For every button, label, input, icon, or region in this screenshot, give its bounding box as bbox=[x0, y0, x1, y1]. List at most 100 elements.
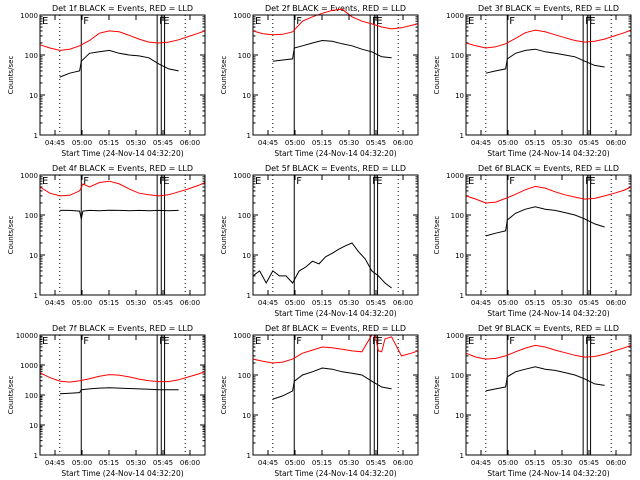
panel-title: Det 3f BLACK = Events, RED = LLD bbox=[478, 4, 619, 13]
x-tick-label: 05:30 bbox=[126, 139, 146, 147]
x-axis-label: Start Time (24-Nov-14 04:32:20) bbox=[274, 309, 396, 318]
x-tick-label: 05:00 bbox=[72, 459, 92, 467]
marker-label: F bbox=[509, 16, 515, 27]
y-tick-label: 1 bbox=[34, 452, 38, 460]
y-axis-label: Counts/sec bbox=[433, 216, 441, 255]
y-tick-label: 100 bbox=[238, 212, 251, 220]
marker-label: E bbox=[468, 336, 474, 347]
y-tick-label: 100 bbox=[451, 52, 464, 60]
y-tick-label: 10 bbox=[29, 92, 38, 100]
y-tick-label: 10 bbox=[242, 412, 251, 420]
x-axis-label: Start Time (24-Nov-14 04:32:20) bbox=[487, 469, 609, 478]
events-series bbox=[252, 242, 392, 289]
marker-label: E bbox=[163, 336, 169, 347]
marker-label: F bbox=[83, 176, 89, 187]
marker-label: F bbox=[585, 16, 591, 27]
x-tick-label: 04:45 bbox=[258, 459, 278, 467]
y-tick-label: 1 bbox=[460, 452, 464, 460]
x-tick-label: 05:15 bbox=[525, 139, 545, 147]
marker-label: E bbox=[42, 176, 48, 187]
y-tick-label: 100 bbox=[451, 372, 464, 380]
plot-frame bbox=[252, 334, 419, 456]
plot-frame bbox=[39, 14, 206, 136]
events-series bbox=[59, 387, 179, 395]
x-tick-label: 05:15 bbox=[312, 459, 332, 467]
panel-3: Det 3f BLACK = Events, RED = LLD Counts/s… bbox=[433, 4, 632, 158]
marker-label: E bbox=[589, 16, 595, 27]
x-tick-label: 04:45 bbox=[258, 299, 278, 307]
y-tick-label: 10 bbox=[455, 412, 464, 420]
plot-frame bbox=[39, 334, 206, 456]
x-tick-label: 04:45 bbox=[471, 139, 491, 147]
lld-series bbox=[465, 185, 632, 204]
y-tick-label: 100 bbox=[451, 212, 464, 220]
marker-label: F bbox=[372, 16, 378, 27]
x-tick-label: 05:15 bbox=[99, 459, 119, 467]
x-tick-label: 05:30 bbox=[552, 459, 572, 467]
y-axis-label: Counts/sec bbox=[433, 56, 441, 95]
x-tick-label: 06:00 bbox=[180, 299, 200, 307]
panel-title: Det 2f BLACK = Events, RED = LLD bbox=[265, 4, 406, 13]
marker-label: F bbox=[159, 336, 165, 347]
x-tick-label: 05:45 bbox=[579, 139, 599, 147]
y-tick-label: 10 bbox=[29, 252, 38, 260]
x-tick-label: 05:30 bbox=[126, 459, 146, 467]
marker-label: E bbox=[589, 176, 595, 187]
lld-series bbox=[39, 30, 206, 51]
marker-label: E bbox=[255, 176, 261, 187]
y-tick-label: 100 bbox=[25, 212, 38, 220]
x-tick-label: 04:45 bbox=[471, 299, 491, 307]
x-tick-label: 04:45 bbox=[258, 139, 278, 147]
panel-title: Det 7f BLACK = Events, RED = LLD bbox=[52, 324, 193, 333]
y-tick-label: 10 bbox=[29, 422, 38, 430]
x-tick-label: 05:45 bbox=[366, 459, 386, 467]
marker-label: F bbox=[159, 16, 165, 27]
events-series bbox=[485, 366, 605, 392]
x-tick-label: 05:00 bbox=[72, 139, 92, 147]
x-tick-label: 05:30 bbox=[339, 299, 359, 307]
marker-label: F bbox=[509, 336, 515, 347]
marker-label: E bbox=[376, 336, 382, 347]
x-tick-label: 05:00 bbox=[498, 139, 518, 147]
x-tick-label: 05:45 bbox=[366, 299, 386, 307]
marker-label: F bbox=[296, 16, 302, 27]
x-tick-label: 05:00 bbox=[285, 459, 305, 467]
x-tick-label: 05:00 bbox=[285, 139, 305, 147]
x-tick-label: 05:30 bbox=[552, 139, 572, 147]
x-tick-label: 04:45 bbox=[45, 139, 65, 147]
marker-label: E bbox=[468, 176, 474, 187]
lld-series bbox=[465, 344, 632, 360]
y-tick-label: 1000 bbox=[20, 172, 38, 180]
y-tick-label: 1000 bbox=[446, 332, 464, 340]
x-axis-label: Start Time (24-Nov-14 04:32:20) bbox=[61, 469, 183, 478]
x-tick-label: 06:00 bbox=[393, 299, 413, 307]
marker-label: E bbox=[42, 16, 48, 27]
panel-9: Det 9f BLACK = Events, RED = LLD Counts/s… bbox=[433, 324, 632, 478]
y-axis-label: Counts/sec bbox=[7, 56, 15, 95]
marker-label: F bbox=[83, 336, 89, 347]
x-tick-label: 05:00 bbox=[72, 299, 92, 307]
y-tick-label: 100 bbox=[25, 52, 38, 60]
lld-series bbox=[252, 334, 419, 364]
events-series bbox=[485, 48, 605, 74]
marker-label: F bbox=[585, 176, 591, 187]
x-tick-label: 04:45 bbox=[45, 459, 65, 467]
y-tick-label: 10 bbox=[455, 92, 464, 100]
y-tick-label: 100 bbox=[238, 52, 251, 60]
y-tick-label: 1000 bbox=[446, 12, 464, 20]
x-axis-label: Start Time (24-Nov-14 04:32:20) bbox=[274, 149, 396, 158]
y-axis-label: Counts/sec bbox=[7, 216, 15, 255]
y-axis-label: Counts/sec bbox=[433, 376, 441, 415]
y-tick-label: 1000 bbox=[233, 172, 251, 180]
panel-4: Det 4f BLACK = Events, RED = LLD Counts/s… bbox=[7, 164, 206, 307]
x-tick-label: 05:45 bbox=[153, 459, 173, 467]
x-tick-label: 05:15 bbox=[525, 459, 545, 467]
marker-label: F bbox=[585, 336, 591, 347]
marker-label: E bbox=[468, 16, 474, 27]
panel-title: Det 6f BLACK = Events, RED = LLD bbox=[478, 164, 619, 173]
x-tick-label: 06:00 bbox=[393, 459, 413, 467]
x-axis-label: Start Time (24-Nov-14 04:32:20) bbox=[487, 309, 609, 318]
y-tick-label: 10 bbox=[455, 252, 464, 260]
y-tick-label: 1 bbox=[247, 132, 251, 140]
y-tick-label: 10 bbox=[242, 252, 251, 260]
